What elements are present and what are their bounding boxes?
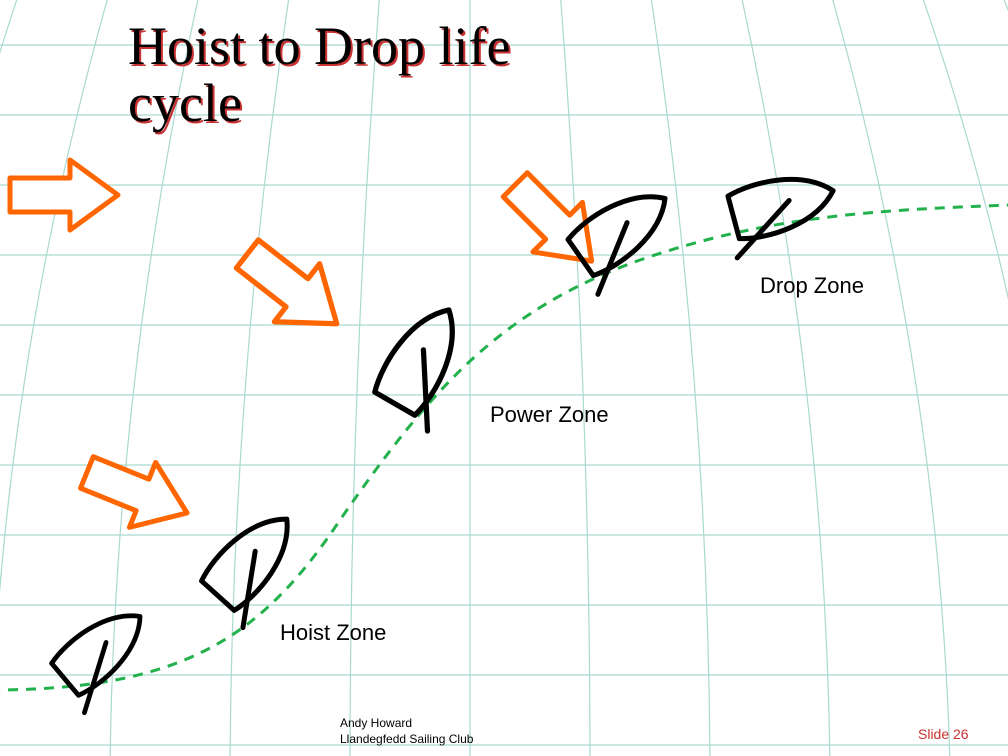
hoist-zone-label: Hoist Zone <box>280 620 386 646</box>
wind-arrow-icon <box>10 160 118 230</box>
footer-author: Andy Howard Llandegfedd Sailing Club <box>340 716 473 747</box>
slide-title: Hoist to Drop life cycle Hoist to Drop l… <box>128 18 608 131</box>
wind-arrow-icon <box>74 440 200 545</box>
footer-slide-number: Slide 26 <box>918 726 969 742</box>
club-name: Llandegfedd Sailing Club <box>340 732 473 748</box>
wind-arrow-icon <box>491 160 617 286</box>
boat-icon <box>720 166 843 258</box>
drop-zone-label: Drop Zone <box>760 273 864 299</box>
slide-canvas: Hoist to Drop life cycle Hoist to Drop l… <box>0 0 1008 756</box>
boat-icon <box>44 597 164 712</box>
slide-number-text: Slide 26 <box>918 726 969 742</box>
wind-arrow-icon <box>225 225 360 353</box>
author-name: Andy Howard <box>340 716 473 732</box>
power-zone-label: Power Zone <box>490 402 609 428</box>
boat-icon <box>194 502 317 628</box>
